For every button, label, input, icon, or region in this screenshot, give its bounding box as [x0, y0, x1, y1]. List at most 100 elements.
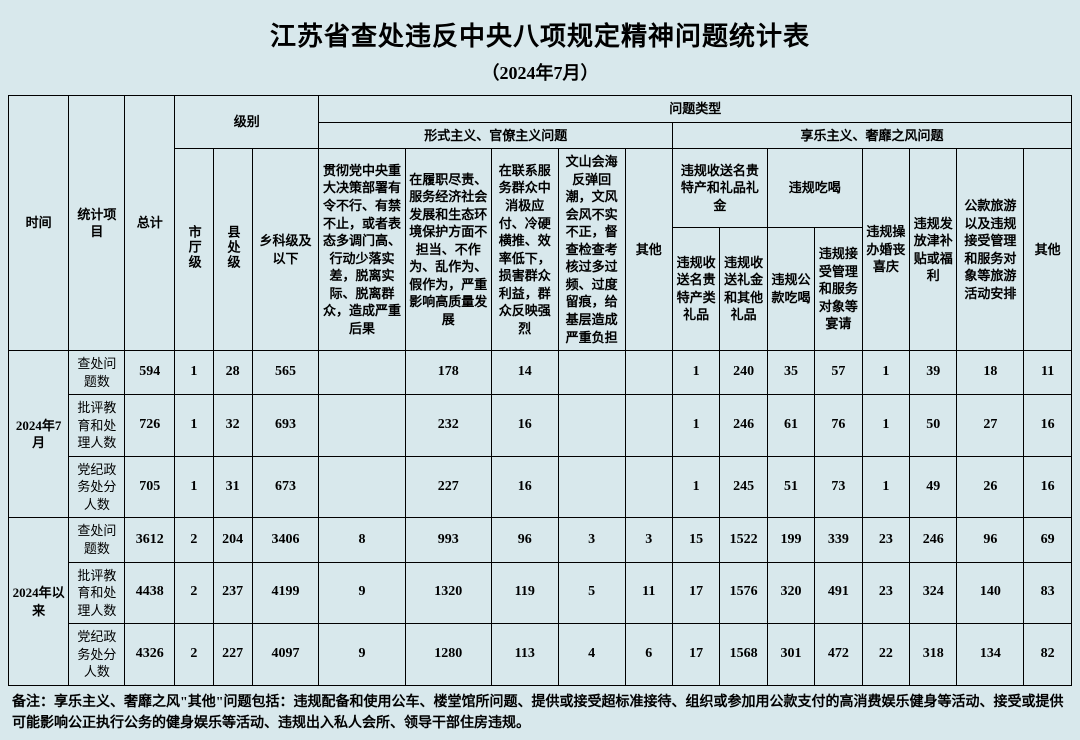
- hdr-g1-4: 其他: [625, 149, 672, 351]
- data-cell: 673: [252, 456, 319, 518]
- data-cell: 113: [491, 624, 558, 686]
- data-cell: 1522: [720, 518, 767, 562]
- data-cell: [625, 395, 672, 457]
- hdr-lvl-0: 市厅级: [174, 149, 213, 351]
- data-cell: 1: [174, 351, 213, 395]
- data-cell: 15: [672, 518, 719, 562]
- data-cell: 32: [213, 395, 252, 457]
- data-cell: 8: [319, 518, 405, 562]
- data-cell: 61: [767, 395, 814, 457]
- hdr-g2-sub2: 违规吃喝: [767, 149, 862, 228]
- row-item: 查处问题数: [69, 351, 125, 395]
- footnote: 备注：享乐主义、奢靡之风"其他"问题包括：违规配备和使用公车、楼堂馆所问题、提供…: [8, 686, 1072, 736]
- data-cell: 1: [862, 351, 909, 395]
- data-cell: 134: [957, 624, 1024, 686]
- data-cell: 1: [174, 395, 213, 457]
- data-cell: 3: [558, 518, 625, 562]
- data-cell: 18: [957, 351, 1024, 395]
- data-cell: 1576: [720, 562, 767, 624]
- data-cell: 11: [625, 562, 672, 624]
- hdr-time: 时间: [9, 96, 69, 351]
- data-cell: 50: [910, 395, 957, 457]
- data-cell: 594: [125, 351, 175, 395]
- data-cell: 6: [625, 624, 672, 686]
- data-cell: 23: [862, 562, 909, 624]
- data-cell: 16: [491, 395, 558, 457]
- data-cell: 23: [862, 518, 909, 562]
- data-cell: 246: [720, 395, 767, 457]
- data-cell: 565: [252, 351, 319, 395]
- data-cell: 49: [910, 456, 957, 518]
- data-cell: 51: [767, 456, 814, 518]
- hdr-g1-1: 在履职尽责、服务经济社会发展和生态环境保护方面不担当、不作为、乱作为、假作为，严…: [405, 149, 491, 351]
- hdr-g2s2-1: 违规接受管理和服务对象等宴请: [815, 227, 862, 350]
- data-cell: 227: [213, 624, 252, 686]
- hdr-g2s1-1: 违规收送礼金和其他礼品: [720, 227, 767, 350]
- data-cell: 16: [491, 456, 558, 518]
- data-cell: [625, 456, 672, 518]
- data-cell: 726: [125, 395, 175, 457]
- data-cell: 693: [252, 395, 319, 457]
- hdr-g2-sub1: 违规收送名贵特产和礼品礼金: [672, 149, 767, 228]
- data-cell: 2: [174, 562, 213, 624]
- data-cell: 9: [319, 562, 405, 624]
- row-item: 批评教育和处理人数: [69, 395, 125, 457]
- data-cell: 73: [815, 456, 862, 518]
- hdr-g2s2-0: 违规公款吃喝: [767, 227, 814, 350]
- hdr-lvl-1: 县处级: [213, 149, 252, 351]
- data-cell: 1: [672, 351, 719, 395]
- data-cell: 17: [672, 624, 719, 686]
- data-cell: 83: [1024, 562, 1072, 624]
- data-cell: 1280: [405, 624, 491, 686]
- data-cell: 27: [957, 395, 1024, 457]
- data-cell: 39: [910, 351, 957, 395]
- data-cell: 140: [957, 562, 1024, 624]
- row-item: 党纪政务处分人数: [69, 624, 125, 686]
- data-cell: 318: [910, 624, 957, 686]
- data-cell: 2: [174, 624, 213, 686]
- data-cell: 1: [862, 395, 909, 457]
- data-cell: 3406: [252, 518, 319, 562]
- hdr-item: 统计项目: [69, 96, 125, 351]
- data-cell: [319, 456, 405, 518]
- period-label: 2024年以来: [9, 518, 69, 685]
- data-cell: 31: [213, 456, 252, 518]
- table-row: 批评教育和处理人数72613269323216124661761502716: [9, 395, 1072, 457]
- data-cell: 76: [815, 395, 862, 457]
- hdr-g2r-2: 公款旅游以及违规接受管理和服务对象等旅游活动安排: [957, 149, 1024, 351]
- data-cell: 3: [625, 518, 672, 562]
- data-cell: 227: [405, 456, 491, 518]
- data-cell: 14: [491, 351, 558, 395]
- row-item: 党纪政务处分人数: [69, 456, 125, 518]
- hdr-g2r-1: 违规发放津补贴或福利: [910, 149, 957, 351]
- data-cell: [558, 395, 625, 457]
- data-cell: [319, 395, 405, 457]
- data-cell: 199: [767, 518, 814, 562]
- data-cell: 993: [405, 518, 491, 562]
- data-cell: 237: [213, 562, 252, 624]
- hdr-g1-0: 贯彻党中央重大决策部署有令不行、有禁不止，或者表态多调门高、行动少落实差，脱离实…: [319, 149, 405, 351]
- data-cell: 705: [125, 456, 175, 518]
- data-cell: 9: [319, 624, 405, 686]
- data-cell: 240: [720, 351, 767, 395]
- data-cell: 22: [862, 624, 909, 686]
- page-title: 江苏省查处违反中央八项规定精神问题统计表: [8, 6, 1072, 57]
- row-item: 查处问题数: [69, 518, 125, 562]
- data-cell: 246: [910, 518, 957, 562]
- hdr-g2r-0: 违规操办婚丧喜庆: [862, 149, 909, 351]
- stats-table: 时间 统计项目 总计 级别 问题类型 形式主义、官僚主义问题 享乐主义、奢靡之风…: [8, 95, 1072, 686]
- table-row: 党纪政务处分人数43262227409791280113461715683014…: [9, 624, 1072, 686]
- data-cell: 96: [491, 518, 558, 562]
- data-cell: 1: [862, 456, 909, 518]
- data-cell: 57: [815, 351, 862, 395]
- data-cell: 320: [767, 562, 814, 624]
- data-cell: 232: [405, 395, 491, 457]
- hdr-type: 问题类型: [319, 96, 1072, 123]
- data-cell: 16: [1024, 456, 1072, 518]
- data-cell: 17: [672, 562, 719, 624]
- data-cell: [625, 351, 672, 395]
- data-cell: 26: [957, 456, 1024, 518]
- data-cell: 4097: [252, 624, 319, 686]
- hdr-level: 级别: [174, 96, 318, 149]
- data-cell: 1568: [720, 624, 767, 686]
